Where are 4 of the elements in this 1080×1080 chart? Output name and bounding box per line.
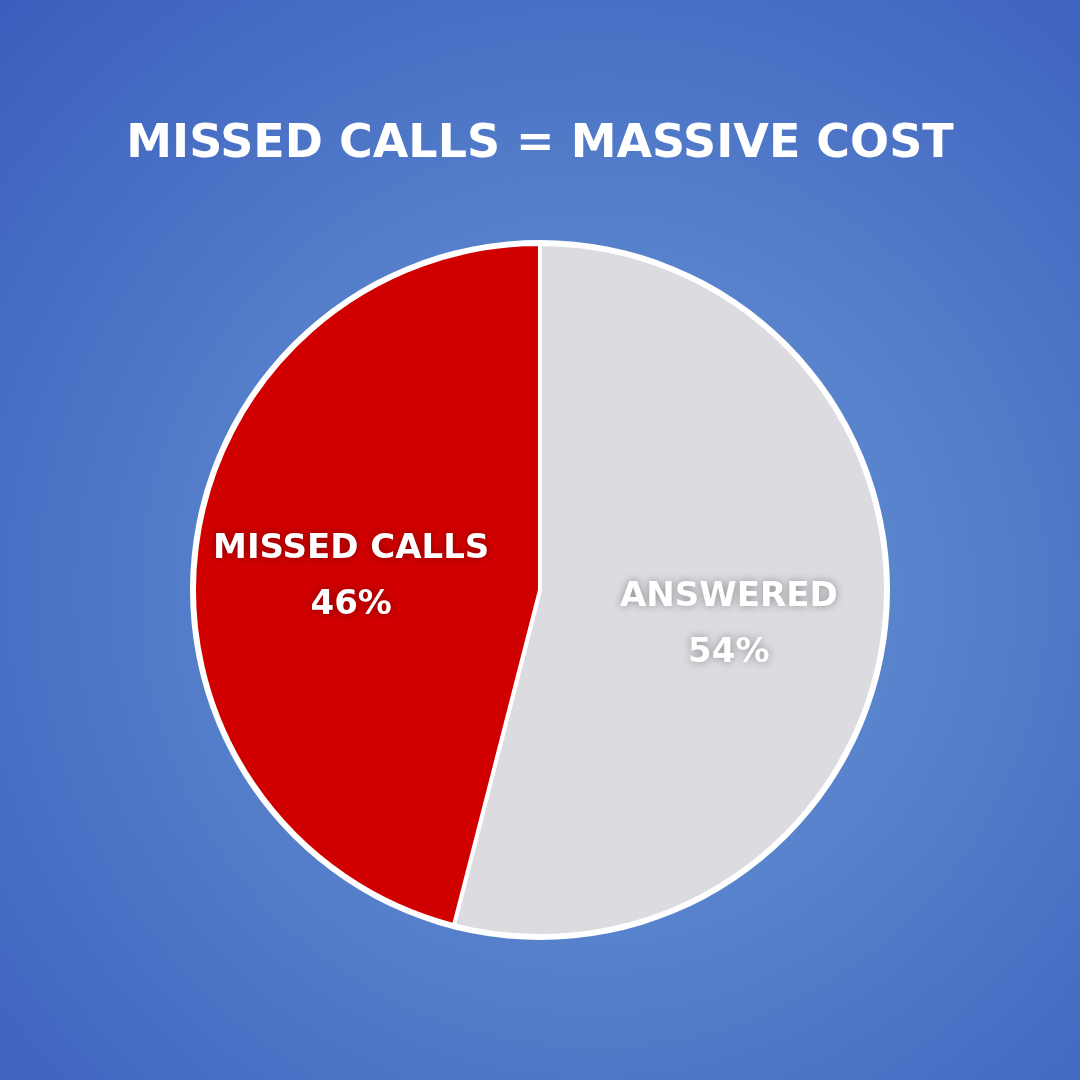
slice-label: MISSED CALLS bbox=[213, 526, 490, 567]
data-label: 46% bbox=[310, 582, 392, 623]
slice-label: ANSWERED bbox=[619, 573, 838, 614]
chart-title: MISSED CALLS = MASSIVE COST bbox=[126, 114, 955, 168]
